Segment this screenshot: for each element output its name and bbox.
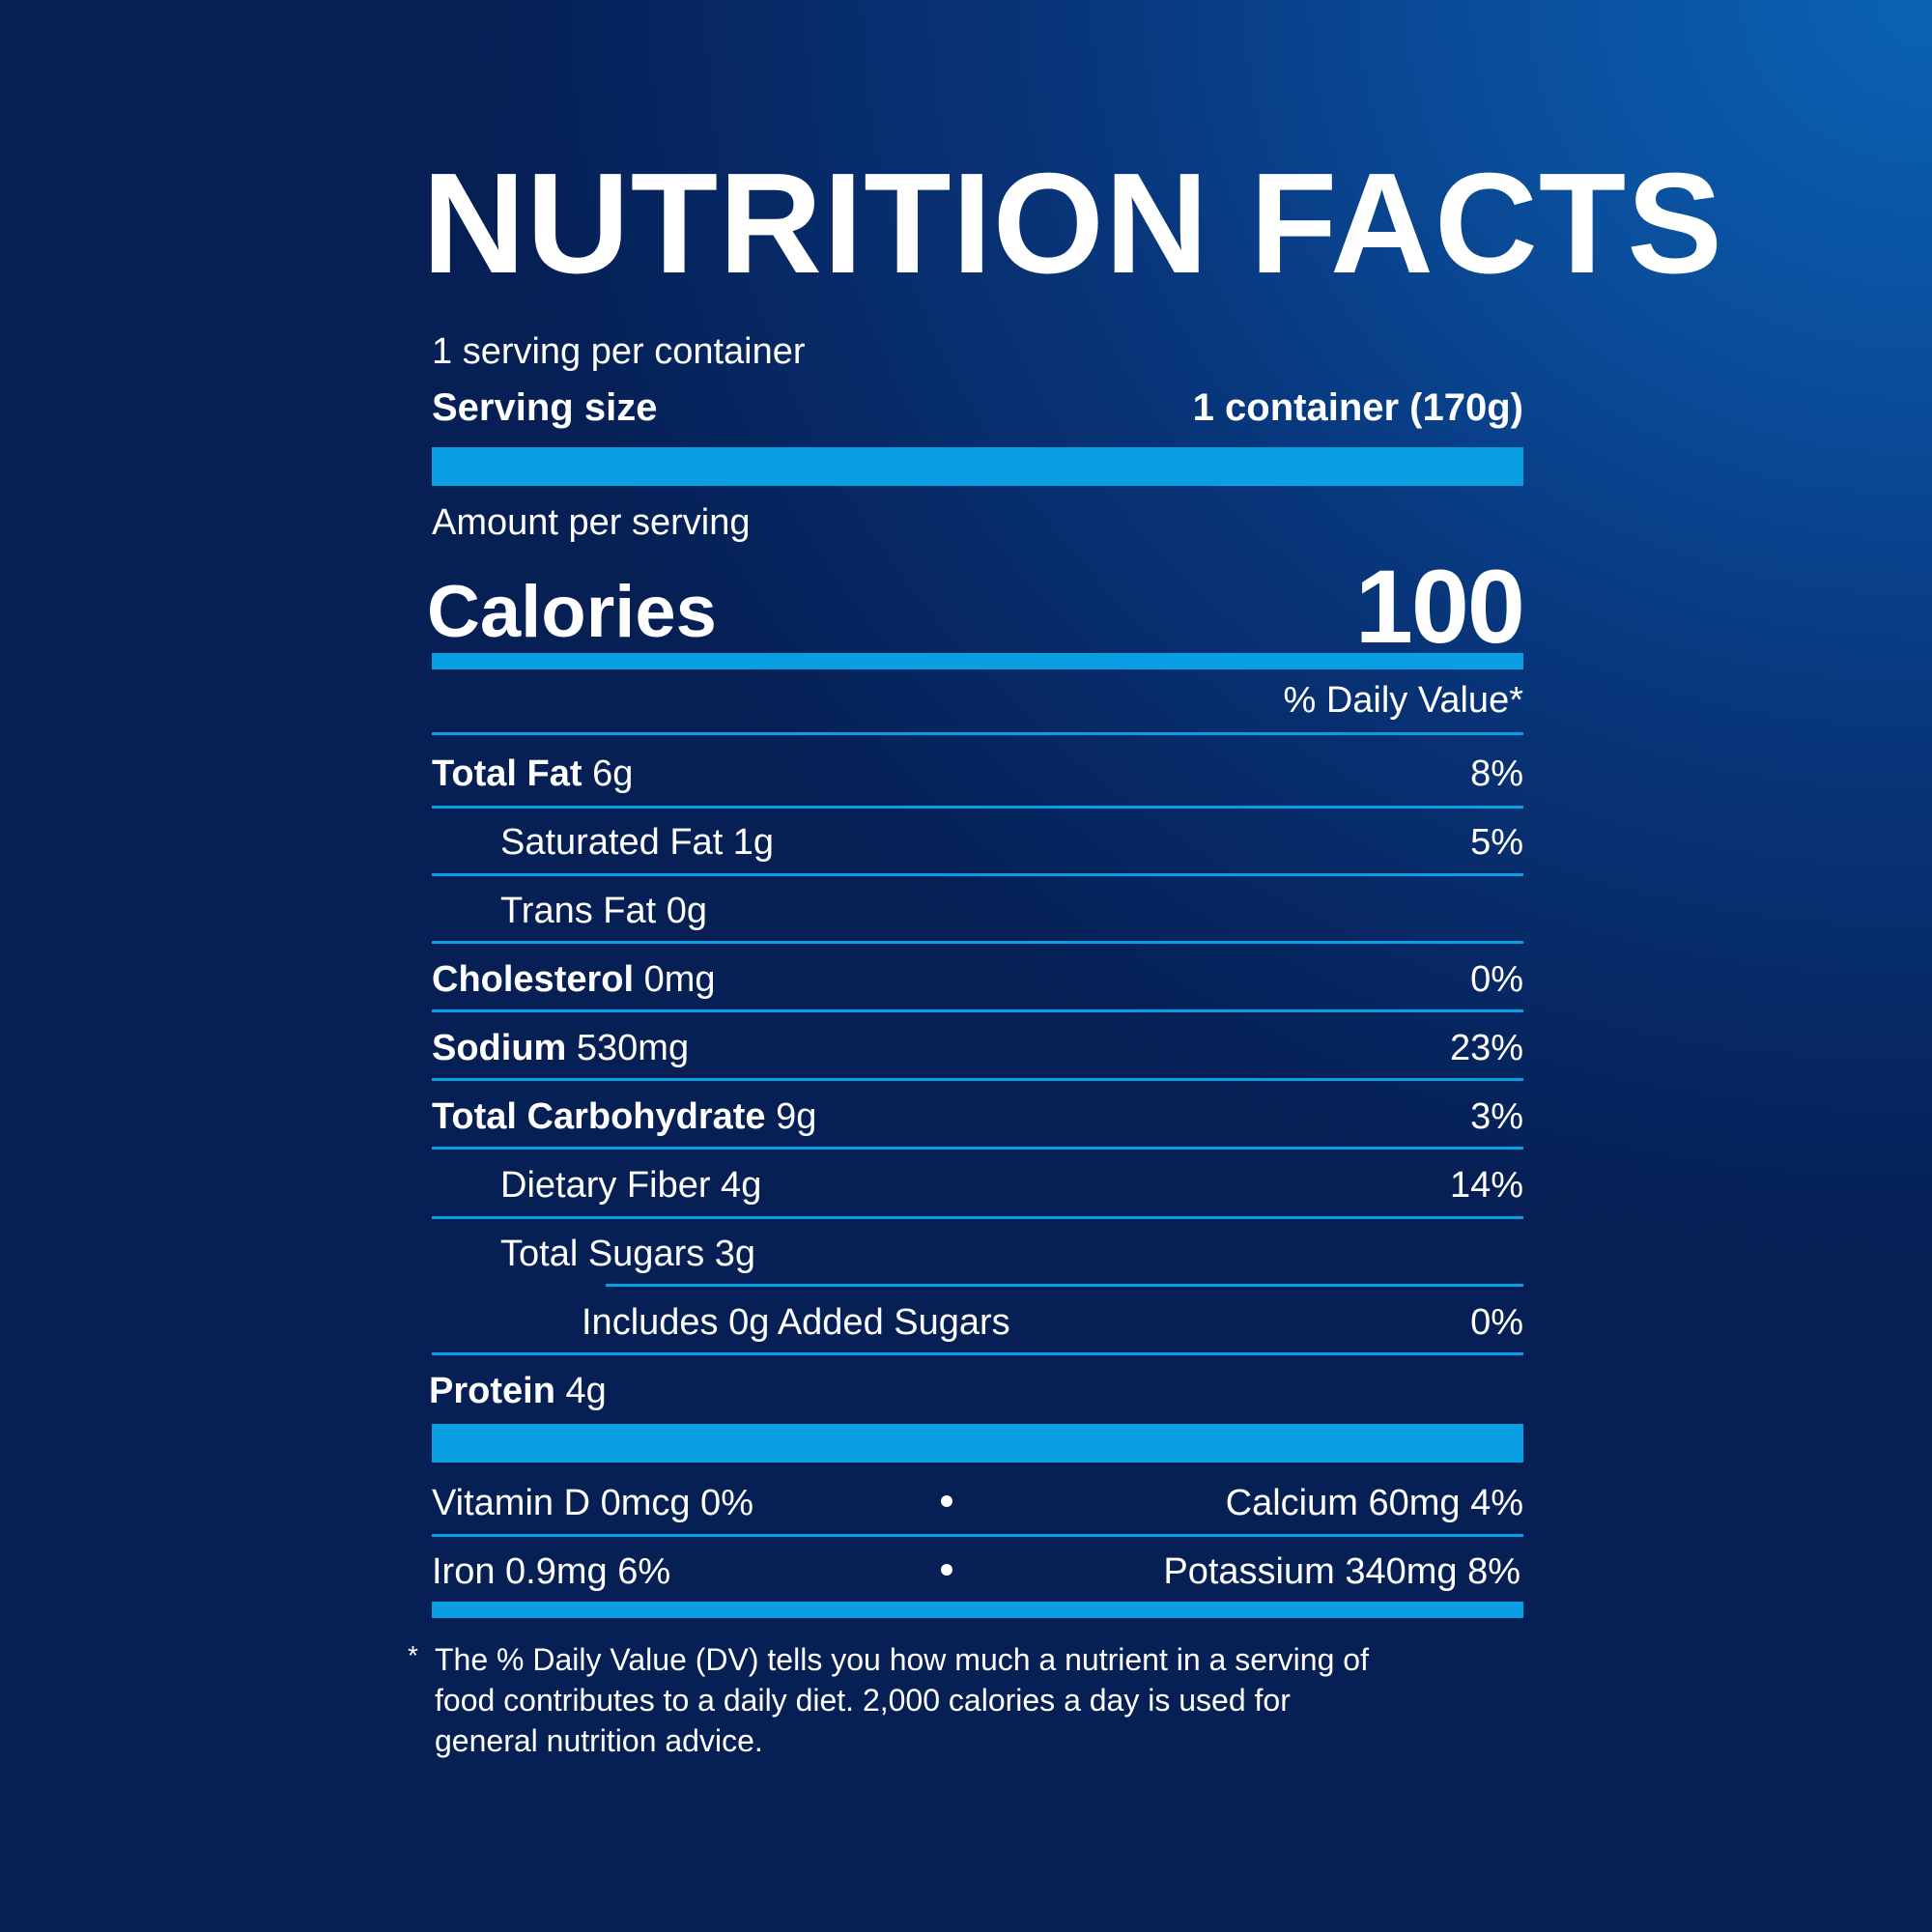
- nutrient-name: Includes 0g Added Sugars: [582, 1302, 1010, 1343]
- nutrient-label: Total Fat 6g: [432, 753, 633, 795]
- servings-per-container: 1 serving per container: [432, 331, 806, 372]
- nutrient-name: Total Sugars 3g: [500, 1234, 756, 1274]
- nutrient-name: Trans Fat 0g: [500, 891, 708, 931]
- nutrient-amount: 6g: [592, 753, 634, 794]
- nutrient-row-dietary-fiber: Dietary Fiber 4g 14%: [432, 1165, 1523, 1223]
- nutrient-label: Total Carbohydrate 9g: [432, 1096, 816, 1138]
- amount-per-serving: Amount per serving: [432, 502, 751, 543]
- nutrient-daily-value: 5%: [1470, 822, 1523, 863]
- nutrient-row-cholesterol: Cholesterol 0mg 0%: [432, 959, 1523, 1017]
- nutrient-daily-value: 14%: [1449, 1165, 1523, 1206]
- rule-line: [432, 732, 1523, 735]
- calories-value: 100: [1354, 548, 1525, 665]
- nutrient-label: Cholesterol 0mg: [432, 959, 716, 1001]
- rule-line: [432, 1216, 1523, 1219]
- nutrient-name: Dietary Fiber 4g: [500, 1165, 762, 1206]
- nutrient-daily-value: 0%: [1470, 959, 1523, 1000]
- nutrient-row-protein: Protein 4g: [429, 1371, 1523, 1429]
- serving-size-label: Serving size: [432, 386, 658, 429]
- footnote-marker: *: [408, 1640, 418, 1670]
- bullet-dot: [941, 1495, 952, 1507]
- footnote-line: The % Daily Value (DV) tells you how muc…: [435, 1642, 1369, 1677]
- nutrient-amount: 0mg: [643, 959, 716, 1000]
- nutrient-daily-value: 0%: [1470, 1302, 1523, 1343]
- medium-divider-bottom: [432, 1602, 1523, 1618]
- nutrient-name: Total Carbohydrate: [432, 1096, 766, 1137]
- rule-line: [432, 941, 1523, 944]
- medium-divider: [432, 653, 1523, 669]
- thick-divider-bottom: [432, 1424, 1523, 1463]
- nutrient-amount: 9g: [776, 1096, 817, 1137]
- serving-size-value: 1 container (170g): [1192, 386, 1523, 429]
- nutrient-row-saturated-fat: Saturated Fat 1g 5%: [432, 822, 1523, 880]
- rule-line: [432, 873, 1523, 876]
- rule-line: [432, 806, 1523, 809]
- rule-line: [432, 1078, 1523, 1081]
- nutrient-name: Protein: [429, 1371, 555, 1411]
- nutrient-row-total-carbohydrate: Total Carbohydrate 9g 3%: [432, 1096, 1523, 1154]
- nutrient-row-added-sugars: Includes 0g Added Sugars 0%: [432, 1302, 1523, 1360]
- rule-line: [432, 1147, 1523, 1150]
- rule-line: [432, 1352, 1523, 1355]
- nutrient-row-total-sugars: Total Sugars 3g: [432, 1234, 1523, 1292]
- nutrient-name: Cholesterol: [432, 959, 635, 1000]
- rule-line: [432, 1009, 1523, 1012]
- nutrition-facts-label: NUTRITION FACTS 1 serving per container …: [408, 0, 1722, 1932]
- rule-line: [606, 1284, 1523, 1287]
- iron: Iron 0.9mg 6%: [432, 1551, 671, 1592]
- nutrient-row-total-fat: Total Fat 6g 8%: [432, 753, 1523, 811]
- nutrient-row-sodium: Sodium 530mg 23%: [432, 1028, 1523, 1086]
- thick-divider-top: [432, 447, 1523, 486]
- nutrient-amount: 4g: [565, 1371, 607, 1411]
- nutrient-daily-value: 23%: [1449, 1028, 1523, 1068]
- potassium: Potassium 340mg 8%: [1163, 1551, 1520, 1592]
- label-title: NUTRITION FACTS: [422, 144, 1723, 303]
- nutrient-row-trans-fat: Trans Fat 0g: [432, 891, 1523, 949]
- calcium: Calcium 60mg 4%: [1225, 1483, 1523, 1523]
- nutrient-label: Sodium 530mg: [432, 1028, 689, 1069]
- bullet-dot: [941, 1564, 952, 1576]
- footnote-line: general nutrition advice.: [435, 1723, 763, 1758]
- footnote-line: food contributes to a daily diet. 2,000 …: [435, 1683, 1291, 1718]
- nutrient-daily-value: 8%: [1470, 753, 1523, 794]
- calories-label: Calories: [427, 571, 717, 653]
- daily-value-header: % Daily Value*: [1283, 680, 1523, 721]
- nutrient-name: Total Fat: [432, 753, 582, 794]
- nutrient-name: Saturated Fat 1g: [500, 822, 775, 863]
- nutrient-daily-value: 3%: [1470, 1096, 1523, 1137]
- nutrient-label: Protein 4g: [429, 1371, 607, 1412]
- nutrient-amount: 530mg: [576, 1028, 690, 1068]
- nutrient-name: Sodium: [432, 1028, 567, 1068]
- rule-line: [432, 1534, 1523, 1537]
- vitamin-d: Vitamin D 0mcg 0%: [432, 1483, 753, 1523]
